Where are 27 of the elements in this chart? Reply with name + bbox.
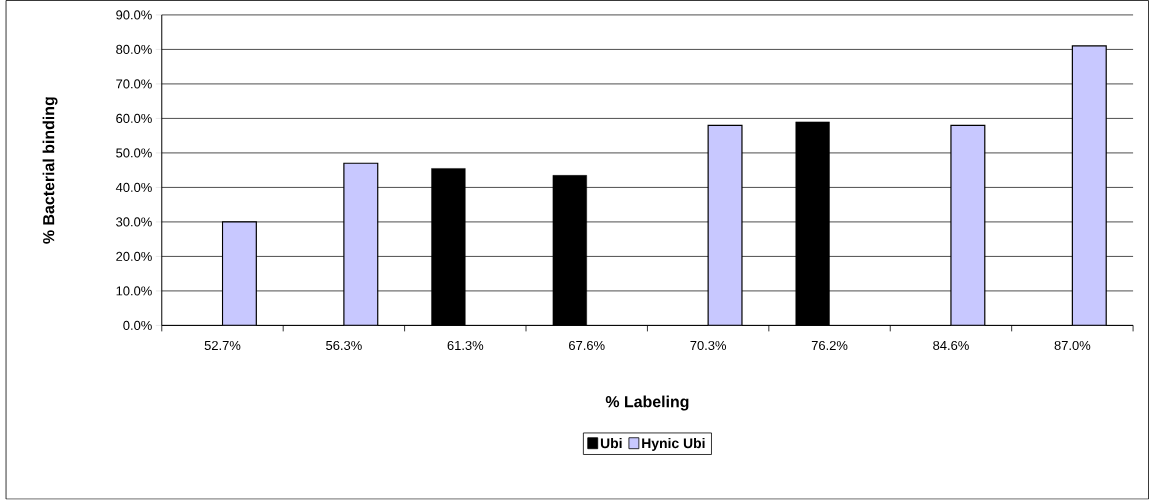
x-tick-label: 84.6% xyxy=(933,341,969,351)
y-tick-label: 10.0% xyxy=(116,286,152,296)
y-tick-label: 50.0% xyxy=(116,148,152,158)
x-tick-label: 56.3% xyxy=(326,341,362,351)
x-tick-label: 52.7% xyxy=(204,341,241,351)
x-axis-title: % Labeling xyxy=(605,395,689,411)
y-axis-title: % Bacterial binding xyxy=(42,97,58,244)
bar xyxy=(222,222,257,326)
x-tick-label: 70.3% xyxy=(690,341,727,351)
y-tick-label: 70.0% xyxy=(116,79,152,89)
bar xyxy=(343,163,378,326)
bar xyxy=(708,125,742,326)
x-tick-label: 67.6% xyxy=(569,341,605,351)
y-tick-label: 20.0% xyxy=(116,252,152,262)
bar xyxy=(950,125,985,326)
y-tick-label: 80.0% xyxy=(116,45,152,55)
y-tick-label: 40.0% xyxy=(115,183,152,193)
y-tick-label: 90.0% xyxy=(116,10,152,20)
legend-label: Ubi xyxy=(600,438,622,449)
legend-label: Hynic Ubi xyxy=(642,438,705,452)
bar xyxy=(1071,45,1107,326)
x-tick-label: 61.3% xyxy=(447,341,484,351)
y-tick-label: 60.0% xyxy=(116,114,152,124)
y-tick-label: 30.0% xyxy=(116,217,152,227)
y-tick-label: 0.0% xyxy=(123,321,152,331)
x-tick-label: 76.2% xyxy=(811,341,848,351)
x-tick-label: 87.0% xyxy=(1054,341,1091,351)
